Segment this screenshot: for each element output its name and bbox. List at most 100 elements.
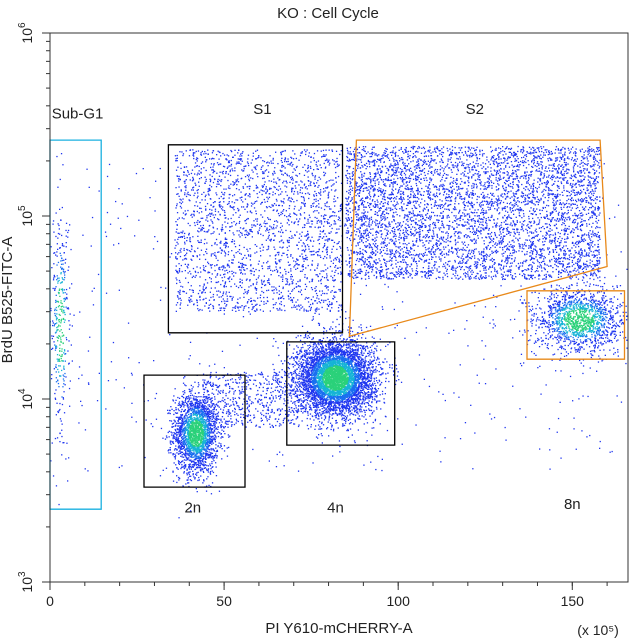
data-point-s1	[322, 276, 323, 277]
data-point-s2	[584, 198, 585, 199]
data-point-s2	[363, 206, 364, 207]
data-point-s1	[272, 228, 273, 229]
data-point-s2	[405, 174, 406, 175]
data-point-s2	[432, 223, 433, 224]
data-point-s2	[504, 272, 505, 273]
data-point-s1	[236, 162, 237, 163]
data-point-s2	[385, 166, 386, 167]
data-point-s2	[528, 164, 529, 165]
data-point-s1	[232, 273, 233, 274]
data-point-s1	[281, 158, 282, 159]
data-point-s2	[486, 248, 487, 249]
data-point-s1	[210, 297, 211, 298]
data-point-s2	[479, 224, 480, 225]
data-point-s1	[263, 311, 264, 312]
data-point-s1	[285, 150, 286, 151]
data-point-s2	[452, 190, 453, 191]
data-point-s1	[329, 208, 330, 209]
data-point-s2	[413, 160, 414, 161]
data-point-s2	[437, 196, 438, 197]
data-point-s1	[231, 160, 232, 161]
data-point-s2	[427, 213, 428, 214]
data-point-s2	[494, 232, 495, 233]
data-point-s2	[410, 194, 411, 195]
data-point-s2	[419, 158, 420, 159]
data-point-s1	[305, 203, 306, 204]
data-point-s1	[224, 215, 225, 216]
data-point-s2	[370, 229, 371, 230]
data-point-s1	[179, 233, 180, 234]
data-point-s2	[385, 148, 386, 149]
data-point-s1	[187, 193, 188, 194]
data-point-s2	[375, 183, 376, 184]
data-point-s1	[183, 218, 184, 219]
data-point-s1	[280, 214, 281, 215]
data-point-s1	[210, 216, 211, 217]
data-point-s1	[301, 181, 302, 182]
data-point-s2	[584, 157, 585, 158]
data-point-s2	[392, 268, 393, 269]
data-point-s1	[178, 180, 179, 181]
data-point-s1	[258, 277, 259, 278]
data-point-s1	[308, 181, 309, 182]
data-point-s1	[301, 290, 302, 291]
data-point-s2	[431, 271, 432, 272]
data-point-s2	[354, 157, 355, 158]
data-point-s2	[404, 216, 405, 217]
data-point-s2	[496, 177, 497, 178]
data-point-s1	[340, 205, 341, 206]
data-point-s1	[298, 285, 299, 286]
data-point-s1	[289, 237, 290, 238]
data-point-s1	[283, 198, 284, 199]
data-point-s2	[408, 156, 409, 157]
data-point-s1	[256, 309, 257, 310]
data-point-s1	[266, 186, 267, 187]
data-point-s1	[240, 163, 241, 164]
data-point-s1	[288, 199, 289, 200]
data-point-s2	[454, 189, 455, 190]
data-point-s1	[324, 264, 325, 265]
data-point-s1	[280, 170, 281, 171]
data-point-s2	[455, 261, 456, 262]
data-point-s2	[378, 227, 379, 228]
data-point-s1	[196, 222, 197, 223]
data-point-s1	[224, 243, 225, 244]
data-point-s1	[310, 166, 311, 167]
data-point-s1	[291, 307, 292, 308]
data-point-s2	[485, 163, 486, 164]
data-point-s1	[240, 285, 241, 286]
data-point-s1	[205, 288, 206, 289]
data-point-s1	[255, 225, 256, 226]
data-point-s1	[289, 246, 290, 247]
data-point-s1	[189, 271, 190, 272]
data-point-s2	[377, 204, 378, 205]
data-point-s1	[186, 293, 187, 294]
data-point-s1	[228, 251, 229, 252]
data-point-s2	[577, 218, 578, 219]
data-point-s1	[292, 150, 293, 151]
data-point-s2	[542, 210, 543, 211]
data-point-s1	[200, 152, 201, 153]
data-point-s2	[529, 153, 530, 154]
data-point-s1	[185, 185, 186, 186]
data-point-s1	[193, 179, 194, 180]
data-point-s1	[276, 189, 277, 190]
data-point-s1	[301, 206, 302, 207]
data-point-s2	[573, 264, 574, 265]
data-point-s1	[222, 277, 223, 278]
data-point-s2	[556, 203, 557, 204]
data-point-s1	[247, 251, 248, 252]
data-point-s1	[311, 223, 312, 224]
data-point-s1	[324, 246, 325, 247]
data-point-s1	[176, 265, 177, 266]
data-point-s2	[429, 259, 430, 260]
data-point-s1	[270, 188, 271, 189]
data-point-s1	[217, 181, 218, 182]
data-point-s1	[193, 158, 194, 159]
data-point-s2	[451, 162, 452, 163]
data-point-s2	[399, 189, 400, 190]
data-point-s1	[269, 180, 270, 181]
data-point-s1	[244, 168, 245, 169]
data-point-s2	[505, 189, 506, 190]
